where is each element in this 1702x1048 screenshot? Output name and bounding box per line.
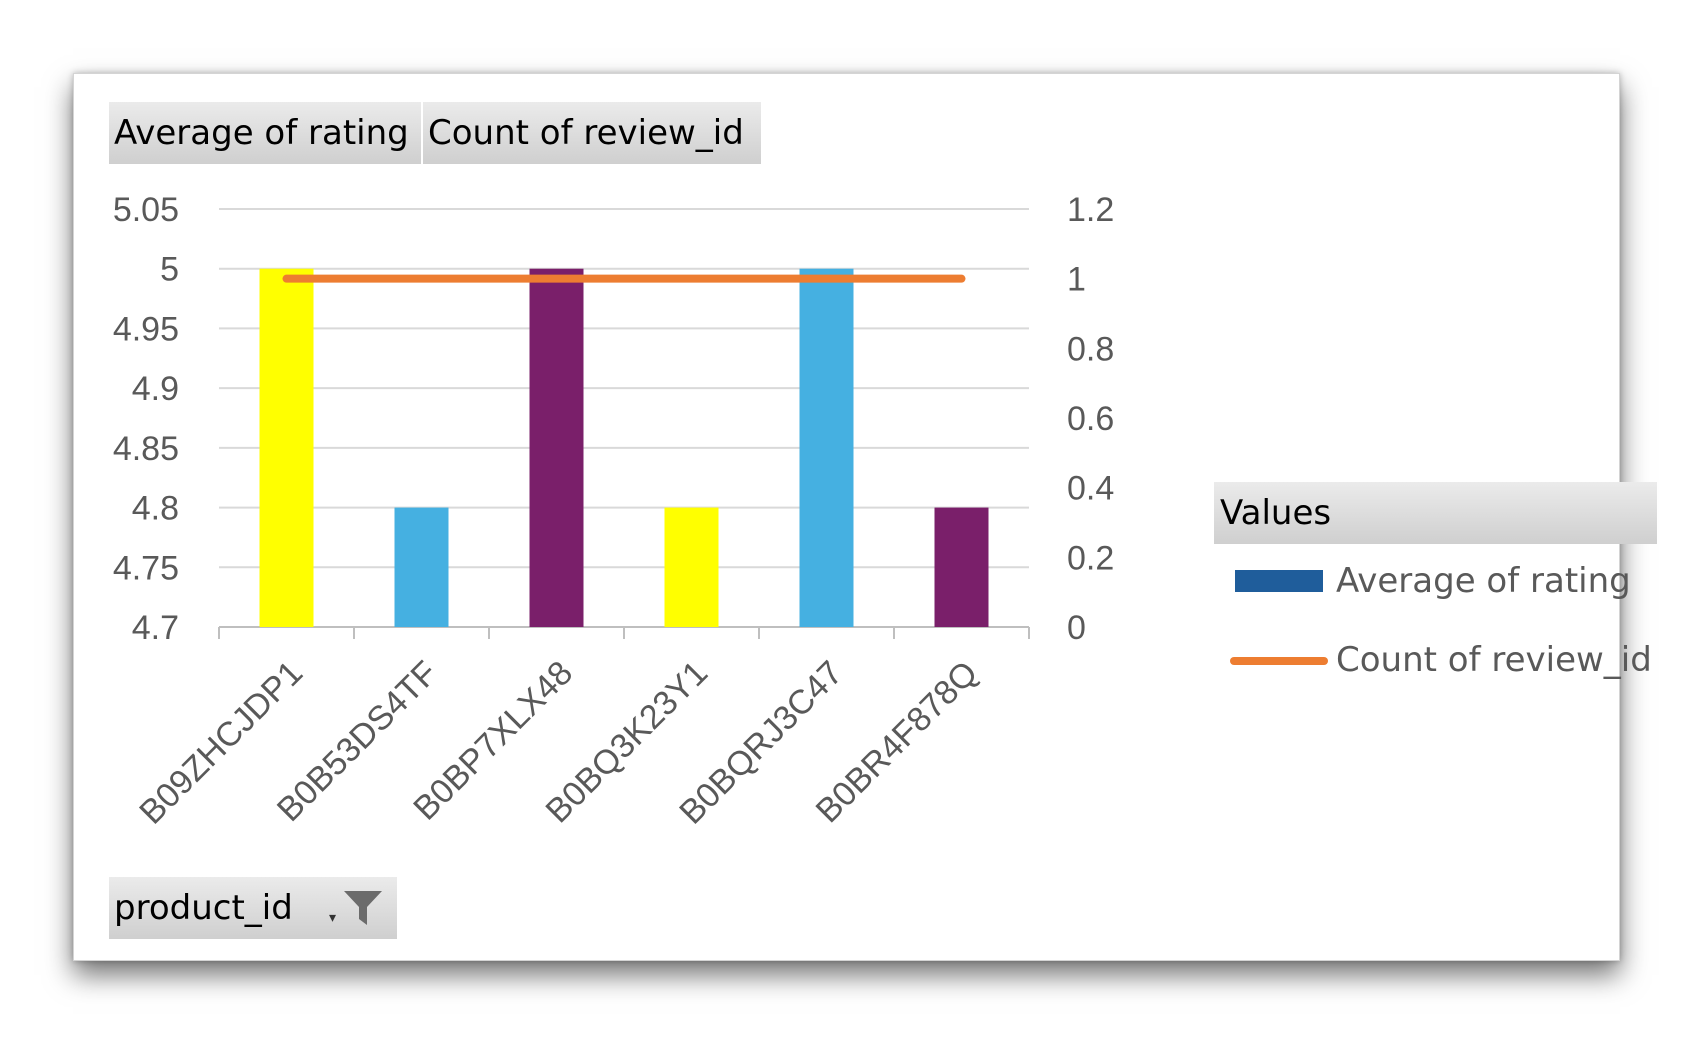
y-left-tick-label: 4.8 [132,490,179,528]
legend-title: Values [1214,482,1657,544]
legend-swatch-line [1230,657,1328,665]
legend-swatch-bar [1235,570,1323,592]
y-left-tick-label: 4.75 [113,549,179,587]
y-left-tick-label: 5.05 [113,191,179,229]
y-left-tick-label: 5 [160,251,179,289]
y-right-tick-label: 1.2 [1067,191,1114,229]
axis-field-product-id-button[interactable]: product_id ▾ [109,877,397,939]
y-right-tick-label: 0 [1067,609,1086,647]
legend-item-average-rating[interactable]: Average of rating [1336,561,1631,601]
bar-B0B53DS4TF [394,507,449,627]
value-field-average-rating-button[interactable]: Average of rating [109,102,421,164]
y-left-tick-label: 4.9 [132,370,179,408]
y-right-tick-label: 0.4 [1067,470,1114,508]
y-right-tick-label: 0.8 [1067,330,1114,368]
bar-B09ZHCJDP1 [259,268,314,627]
chart-plot: 4.7 4.75 4.8 4.85 4.9 4.95 5 5.05 0 0.2 0.4 0.6 0.8 1… [113,191,1114,832]
bar-B0BP7XLX48 [529,268,584,627]
y-right-tick-label: 0.2 [1067,539,1114,577]
filter-funnel-icon[interactable] [342,887,384,929]
axis-field-label: product_id [114,888,293,928]
pivot-chart-card: Average of rating Count of review_id 4.7… [73,73,1657,961]
legend-item-count-review[interactable]: Count of review_id [1336,640,1652,680]
y-right-tick-label: 1 [1067,261,1086,299]
y-left-tick-label: 4.95 [113,310,179,348]
dropdown-arrow-icon[interactable]: ▾ [329,910,337,926]
bar-B0BQ3K23Y1 [664,507,719,627]
value-field-count-review-button[interactable]: Count of review_id [421,102,761,164]
y-left-tick-label: 4.7 [132,609,179,647]
bar-B0BQRJ3C47 [799,268,854,627]
bar-B0BR4F878Q [934,507,989,627]
y-left-tick-label: 4.85 [113,430,179,468]
y-right-tick-label: 0.6 [1067,400,1114,438]
